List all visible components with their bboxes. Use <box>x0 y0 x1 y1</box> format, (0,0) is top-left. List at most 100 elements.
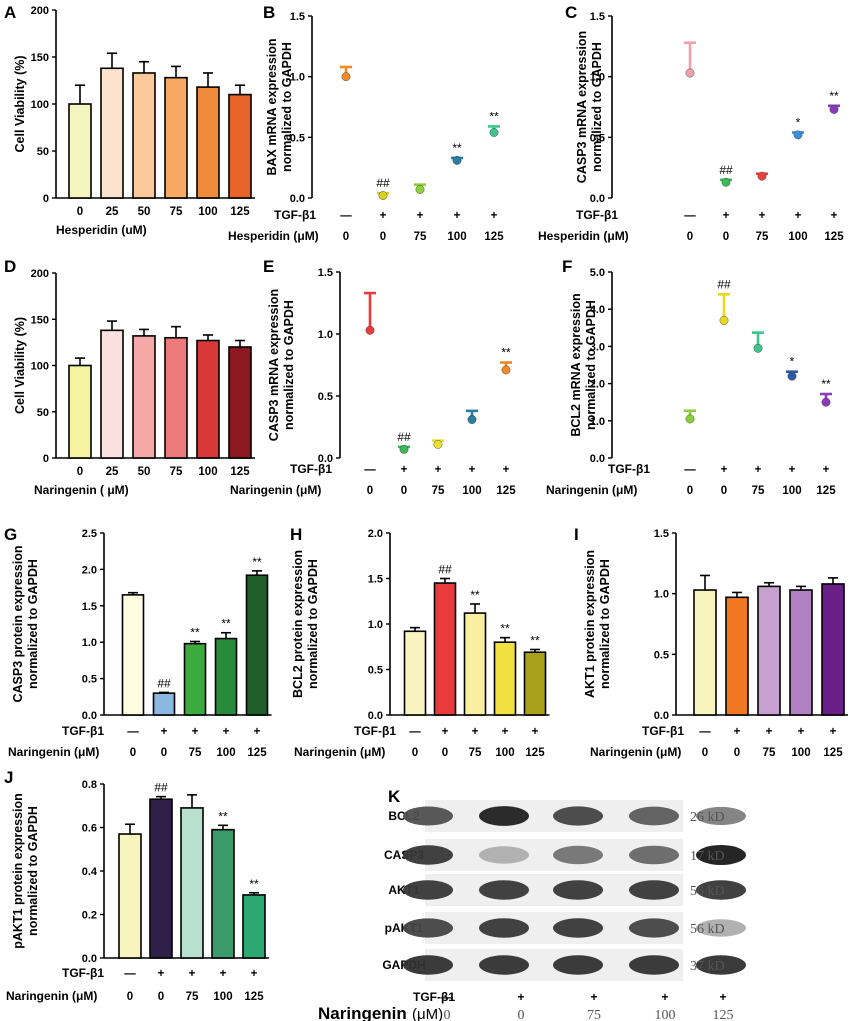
dose-label: 75 <box>587 1008 601 1021</box>
treatment-sign: — <box>684 210 696 222</box>
y-tick-label: 1.5 <box>290 11 305 23</box>
data-point <box>685 414 695 424</box>
significance-mark: ## <box>157 676 171 690</box>
data-point <box>685 68 695 78</box>
x-tick-label: 0 <box>77 206 83 218</box>
panel-label: I <box>574 525 579 544</box>
row-label-tgf: TGF-β1 <box>608 462 650 476</box>
bar <box>242 894 266 959</box>
treatment-sign: + <box>517 990 524 1004</box>
bar <box>149 798 173 959</box>
y-tick-label: 5.0 <box>590 267 605 279</box>
y-axis-title-line1: CASP3 mRNA expression <box>267 289 281 441</box>
y-tick-label: 0 <box>43 193 49 205</box>
dose-label: 0 <box>723 231 729 243</box>
dose-label: 75 <box>414 231 427 243</box>
dose-label: 75 <box>432 485 445 497</box>
bar <box>132 335 156 459</box>
x-tick-label: 125 <box>230 206 250 218</box>
significance-mark: ** <box>452 141 462 155</box>
y-tick-label: 150 <box>31 52 49 64</box>
treatment-sign: + <box>830 726 837 738</box>
y-axis-title-line2: normalized to GAPDH <box>598 559 612 689</box>
bar <box>228 346 252 459</box>
y-axis-title-line1: CASP3 protein expression <box>11 546 25 703</box>
y-tick-label: 0.0 <box>290 193 305 205</box>
data-point <box>787 371 797 381</box>
bar <box>180 807 204 959</box>
y-axis-title: Cell Viability (%) <box>13 55 27 152</box>
x-tick-label: 0 <box>77 466 83 478</box>
panel-label: E <box>263 257 274 276</box>
bar <box>164 336 188 459</box>
y-axis-title-line1: pAKT1 protein expression <box>11 793 25 949</box>
y-tick-label: 1.0 <box>290 72 305 84</box>
protein-band <box>403 880 453 900</box>
y-tick-label: 3.0 <box>590 341 605 353</box>
dose-label: 100 <box>213 991 232 1003</box>
row-label-tgf: TGF-β1 <box>642 724 684 738</box>
dose-label: 125 <box>247 747 267 759</box>
treatment-sign: + <box>220 968 227 980</box>
y-tick-label: 1.0 <box>654 589 669 601</box>
row-label-tgf: TGF-β1 <box>413 990 455 1004</box>
protein-band <box>553 918 603 938</box>
data-point <box>399 444 409 454</box>
significance-mark: ## <box>154 781 168 795</box>
protein-band <box>629 845 679 865</box>
treatment-sign: — <box>699 726 711 738</box>
data-point <box>501 365 511 375</box>
chart-panel-f: 0.0 1.0 2.0 3.0 4.0 5.0 BCL2 mRNA expression no… <box>546 257 836 497</box>
treatment-sign: + <box>161 726 168 738</box>
dose-label: 0 <box>343 231 349 243</box>
y-tick-label: 0.5 <box>318 391 333 403</box>
bar <box>68 103 92 199</box>
y-tick-label: 0.0 <box>590 453 605 465</box>
dose-label: 100 <box>782 485 801 497</box>
dose-label: 100 <box>216 747 235 759</box>
dose-label: 0 <box>518 1008 525 1021</box>
y-tick-label: 4.0 <box>590 304 605 316</box>
x-axis-title: Hesperidin (uM) <box>56 223 147 237</box>
band-size-label: 56 kD <box>690 922 725 937</box>
x-tick-label: 25 <box>106 466 119 478</box>
panel-label: F <box>562 257 572 276</box>
protein-band <box>403 806 453 826</box>
significance-mark: ** <box>489 109 499 123</box>
dose-label: 75 <box>763 747 776 759</box>
data-point <box>829 105 839 114</box>
dose-label: 100 <box>791 747 810 759</box>
x-tick-label: 50 <box>138 466 151 478</box>
y-tick-label: 1.5 <box>590 11 605 23</box>
significance-mark: ** <box>829 89 839 103</box>
dose-label: 125 <box>496 485 516 497</box>
band-size-label: 26 kD <box>690 810 725 825</box>
bar <box>789 589 813 716</box>
chart-panel-a: 0 50 100 150 200 Cell Viability (%) A 0 25 50 75 10… <box>4 3 255 237</box>
bar <box>757 585 781 716</box>
y-tick-label: 1.0 <box>368 619 383 631</box>
protein-band <box>479 806 529 826</box>
treatment-sign: + <box>401 464 408 476</box>
protein-band <box>403 918 453 938</box>
significance-mark: ** <box>500 622 510 636</box>
significance-mark: ** <box>821 377 831 391</box>
data-point <box>821 397 831 407</box>
bar <box>196 339 220 459</box>
significance-mark: ** <box>470 588 480 602</box>
treatment-sign: + <box>766 726 773 738</box>
y-tick-label: 200 <box>31 5 49 17</box>
bar <box>433 582 457 716</box>
y-tick-label: 0.5 <box>654 649 669 661</box>
y-tick-label: 100 <box>31 361 49 373</box>
y-tick-label: 1.0 <box>318 329 333 341</box>
y-tick-label: 1.5 <box>654 528 669 540</box>
x-tick-label: 100 <box>198 206 217 218</box>
y-tick-label: 2.0 <box>82 564 97 576</box>
row-label-compound: Naringenin (μM) <box>8 745 99 759</box>
y-tick-label: 100 <box>31 99 49 111</box>
y-tick-label: 0 <box>43 453 49 465</box>
dose-label: 125 <box>244 991 264 1003</box>
dose-label: 0 <box>161 747 167 759</box>
